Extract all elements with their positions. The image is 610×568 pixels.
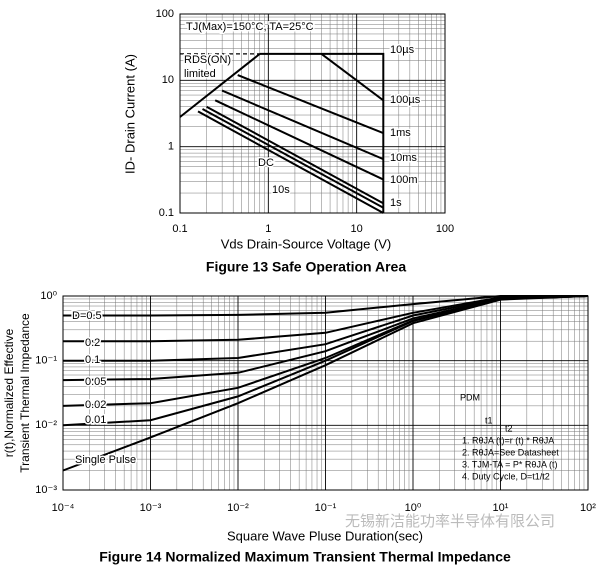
x-tick-label: 100 (436, 223, 454, 235)
annotation: t1 (485, 415, 493, 425)
plot-area (179, 13, 446, 214)
series-label: 0.01 (85, 414, 106, 426)
y-tick-label: 100 (156, 8, 174, 20)
y-axis-title: ID- Drain Current (A) (122, 54, 137, 174)
y-tick-label: 10⁰ (40, 290, 57, 302)
y-tick-label: 1 (168, 141, 174, 153)
y-tick-label: 10 (162, 74, 174, 86)
x-axis-title: Square Wave Pluse Duration(sec) (227, 528, 423, 543)
annotation: limited (184, 68, 216, 80)
series-label: 0.02 (85, 399, 106, 411)
series-label: 10s (272, 184, 290, 196)
series-label: 10µs (390, 44, 415, 56)
series-line (237, 74, 384, 135)
series-line (179, 53, 261, 118)
series-line (202, 108, 384, 209)
series-label: Single Pulse (75, 454, 136, 466)
y-tick-label: 10⁻¹ (35, 355, 57, 367)
series-label: 0.2 (85, 337, 100, 349)
x-tick-label: 10⁻³ (140, 502, 162, 514)
y-tick-label: 10⁻² (35, 419, 57, 431)
annotation: TJ(Max)=150°C, TA=25°C (186, 21, 314, 33)
figure-caption: Figure 14 Normalized Maximum Transient T… (99, 549, 511, 565)
x-tick-label: 10¹ (493, 502, 509, 514)
y-axis-title: Transient Thermal Impedance (18, 313, 32, 473)
series-line (221, 89, 384, 161)
series-line (63, 295, 588, 317)
watermark: 无锡新洁能功率半导体有限公司 (345, 513, 555, 530)
series-label: 100m (390, 174, 418, 186)
x-tick-label: 10⁰ (405, 502, 422, 514)
series-label: DC (258, 157, 274, 169)
series-line (197, 110, 384, 214)
series-label: 10ms (390, 152, 417, 164)
annotation: 3. TJM-TA = P* RθJA (t) (462, 459, 557, 469)
y-tick-label: 10⁻³ (35, 484, 57, 496)
series-label: D=0.5 (72, 310, 102, 322)
x-tick-label: 10⁻² (227, 502, 249, 514)
series-line (206, 105, 384, 205)
series-label: 0.1 (85, 354, 100, 366)
annotation: 1. RθJA (t)=r (t) * RθJA (462, 435, 554, 445)
annotation: PDM (460, 392, 480, 402)
annotation: t2 (505, 423, 513, 433)
x-tick-label: 10 (351, 223, 363, 235)
figure-caption: Figure 13 Safe Operation Area (206, 259, 406, 275)
x-tick-label: 1 (265, 223, 271, 235)
series-label: 1ms (390, 127, 411, 139)
y-axis-title: r(t),Normalized Effective (2, 328, 16, 457)
x-axis-title: Vds Drain-Source Voltage (V) (221, 236, 392, 251)
series-line (259, 52, 385, 213)
series-label: 1s (390, 197, 402, 209)
annotation: RDS(ON) (184, 54, 231, 66)
x-tick-label: 10⁻⁴ (52, 502, 75, 514)
series-label: 100µs (390, 94, 421, 106)
series-line (62, 295, 589, 472)
series-label: 0.05 (85, 376, 106, 388)
x-tick-label: 10² (580, 502, 596, 514)
annotation: 2. RθJA=See Datasheet (462, 447, 559, 457)
x-tick-label: 10⁻¹ (315, 502, 337, 514)
y-tick-label: 0.1 (159, 207, 174, 219)
series-line (214, 99, 384, 181)
annotation: 4. Duty Cycle, D=t1/t2 (462, 471, 550, 481)
x-tick-label: 0.1 (172, 223, 187, 235)
series-line (320, 53, 384, 102)
